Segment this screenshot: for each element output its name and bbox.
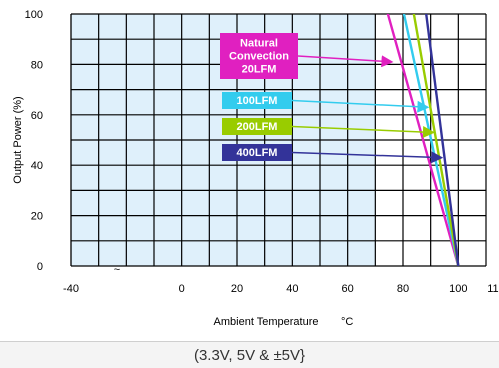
- x-tick-label: -40: [63, 283, 79, 295]
- annotation-box: [222, 118, 292, 135]
- annotation-text: Convection: [229, 51, 289, 63]
- x-tick-label: 110: [487, 283, 499, 295]
- y-tick-label: 0: [37, 261, 43, 273]
- series-lines: [386, 14, 460, 266]
- y-tick-labels: 0 20 40 60 80 100: [25, 9, 43, 273]
- annotation-text: 400LFM: [237, 147, 278, 159]
- axes: [70, 14, 486, 267]
- annotation-arrow: [297, 55, 394, 68]
- series-line: [386, 14, 460, 266]
- annotation-text: 200LFM: [237, 121, 278, 133]
- series-line: [425, 14, 460, 266]
- x-tick-label: 80: [397, 283, 409, 295]
- y-axis-title: Output Power (%): [12, 96, 24, 183]
- x-axis-unit: °C: [341, 316, 353, 328]
- y-tick-label: 100: [25, 9, 43, 21]
- annotation-label: 100LFM: [222, 92, 430, 113]
- annotation-arrow: [291, 125, 435, 138]
- annotation-arrow: [291, 151, 444, 164]
- series-line: [402, 14, 460, 266]
- x-tick-labels: -40 0 20 40 60 80 100 110: [63, 283, 499, 295]
- series-line: [412, 14, 460, 266]
- axis-break-mark: ~: [114, 264, 120, 276]
- x-tick-label: 0: [179, 283, 185, 295]
- caption-text: (3.3V, 5V & ±5V}: [193, 346, 306, 364]
- x-axis-title-group: Ambient Temperature °C: [214, 316, 354, 328]
- caption-band: (3.3V, 5V & ±5V}: [0, 341, 499, 368]
- annotation-box: [222, 92, 292, 109]
- annotation-text: 100LFM: [237, 95, 278, 107]
- annotation-box: [222, 144, 292, 161]
- derating-chart: ~ -40 0 20 40 60 80 100 110 0 20 40 60 80 100 Output…: [12, 9, 499, 328]
- annotation-text: Natural: [240, 38, 278, 50]
- x-axis-title: Ambient Temperature: [214, 316, 319, 328]
- annotation-label: 400LFM: [222, 144, 444, 164]
- x-tick-label: 100: [449, 283, 467, 295]
- annotation-box: [220, 33, 298, 79]
- annotation-text: 20LFM: [242, 64, 277, 76]
- x-tick-label: 60: [342, 283, 354, 295]
- annotation-label: 200LFM: [222, 118, 435, 138]
- annotation-arrow: [291, 99, 430, 113]
- y-tick-label: 80: [31, 59, 43, 71]
- x-tick-label: 40: [286, 283, 298, 295]
- y-tick-label: 40: [31, 160, 43, 172]
- x-tick-label: 20: [231, 283, 243, 295]
- grid: [71, 13, 487, 266]
- y-tick-label: 20: [31, 211, 43, 223]
- y-tick-label: 60: [31, 110, 43, 122]
